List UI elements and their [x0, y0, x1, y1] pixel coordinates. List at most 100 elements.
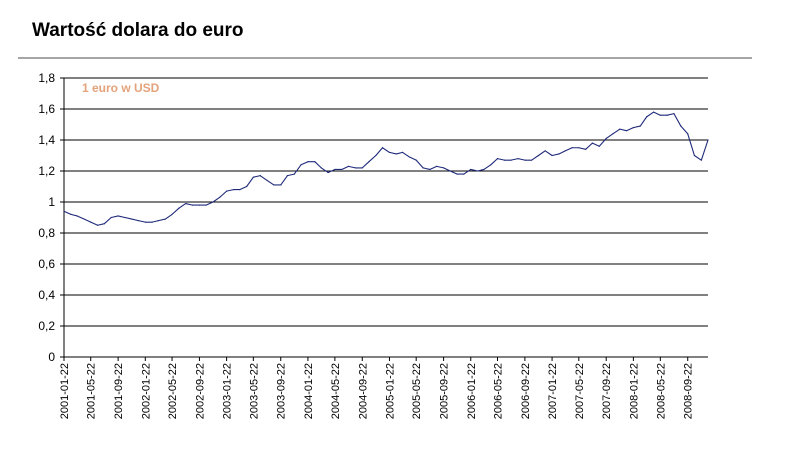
data-point: [90, 221, 92, 223]
data-point: [266, 179, 268, 181]
data-point: [314, 161, 316, 163]
data-point: [137, 220, 139, 222]
data-point: [544, 150, 546, 152]
data-point: [144, 221, 146, 223]
data-point: [632, 127, 634, 129]
data-point: [680, 125, 682, 127]
data-point: [157, 220, 160, 222]
data-point: [259, 175, 261, 177]
data-point: [131, 218, 133, 220]
data-point: [558, 153, 560, 155]
data-point: [653, 111, 655, 113]
data-point: [171, 213, 173, 215]
data-point: [700, 159, 702, 161]
data-point: [598, 145, 600, 147]
x-tick-label: 2004-05-22: [330, 363, 342, 419]
data-point: [551, 154, 553, 157]
data-point: [83, 218, 85, 220]
y-tick-label: 1,2: [38, 164, 55, 178]
data-point: [477, 170, 479, 172]
x-tick-label: 2008-05-22: [655, 363, 667, 419]
x-tick-label: 2007-01-22: [547, 363, 559, 419]
y-tick-label: 1,6: [38, 102, 55, 116]
x-tick-label: 2002-05-22: [167, 363, 179, 419]
data-point: [320, 167, 322, 169]
y-tick-label: 1: [48, 195, 55, 209]
data-point: [117, 215, 119, 217]
x-tick-label: 2005-05-22: [411, 363, 423, 419]
data-point: [110, 216, 112, 219]
data-point: [666, 114, 668, 116]
data-point: [619, 128, 621, 130]
x-tick-label: 2007-09-22: [601, 363, 613, 419]
y-tick-label: 0: [48, 350, 55, 364]
data-point: [483, 168, 485, 171]
data-point: [456, 173, 458, 175]
x-tick-label: 2003-05-22: [248, 363, 260, 419]
data-point: [442, 167, 445, 169]
data-point: [707, 139, 709, 141]
x-tick-label: 2006-09-22: [520, 363, 532, 419]
data-point: [368, 161, 370, 163]
x-tick-label: 2005-09-22: [439, 363, 451, 419]
x-tick-label: 2004-01-22: [303, 363, 315, 419]
data-point: [63, 210, 65, 212]
data-point: [415, 159, 417, 161]
data-point: [164, 218, 166, 220]
y-tick-label: 1,4: [38, 133, 55, 147]
data-point: [517, 158, 519, 160]
x-tick-label: 2008-09-22: [683, 363, 695, 419]
title-divider: [18, 57, 752, 59]
data-point: [591, 142, 593, 144]
x-tick-label: 2006-01-22: [466, 363, 478, 419]
x-tick-label: 2008-01-22: [628, 363, 640, 419]
data-point: [436, 165, 438, 167]
data-point: [219, 196, 221, 198]
data-point: [578, 147, 580, 149]
data-point: [564, 150, 566, 152]
data-point: [537, 154, 540, 157]
data-point: [395, 153, 397, 155]
data-point: [503, 159, 505, 161]
data-point: [530, 159, 533, 161]
data-point: [470, 168, 472, 171]
data-point: [273, 184, 275, 186]
data-point: [300, 164, 302, 166]
x-tick-label: 2001-05-22: [86, 363, 98, 419]
x-tick-labels: 2001-01-22 2001-05-22 2001-09-22 2002-01-22…: [59, 363, 695, 419]
data-point: [198, 204, 201, 206]
x-tick-label: 2002-01-22: [140, 363, 152, 419]
data-point: [402, 151, 404, 153]
data-point: [347, 165, 350, 167]
data-point: [524, 159, 526, 161]
data-point: [124, 216, 126, 219]
y-tick-label: 0,2: [38, 319, 55, 333]
data-point: [422, 167, 424, 169]
y-tick-label: 0,8: [38, 226, 55, 240]
data-point: [246, 185, 248, 188]
data-point: [510, 159, 512, 161]
data-point: [639, 125, 641, 127]
axes: [60, 77, 708, 361]
x-tick-label: 2007-05-22: [574, 363, 586, 419]
data-point: [334, 168, 336, 171]
data-point: [605, 137, 607, 140]
data-point: [97, 224, 99, 226]
data-point: [327, 171, 329, 174]
data-point: [449, 170, 451, 172]
data-point: [496, 158, 499, 160]
data-point: [212, 201, 214, 203]
x-tick-label: 2001-09-22: [113, 363, 125, 419]
data-point: [70, 213, 72, 215]
x-tick-label: 2003-01-22: [222, 363, 234, 419]
data-point: [646, 116, 648, 118]
y-tick-label: 1,8: [38, 71, 55, 85]
y-tick-labels: 0 0,2 0,4 0,6 0,8 1 1,2 1,4 1,6 1,8: [38, 71, 55, 364]
data-point: [232, 189, 235, 191]
data-point: [293, 173, 295, 175]
data-point: [375, 154, 377, 157]
data-point: [341, 168, 343, 171]
data-point: [151, 221, 153, 223]
data-point: [178, 207, 180, 209]
